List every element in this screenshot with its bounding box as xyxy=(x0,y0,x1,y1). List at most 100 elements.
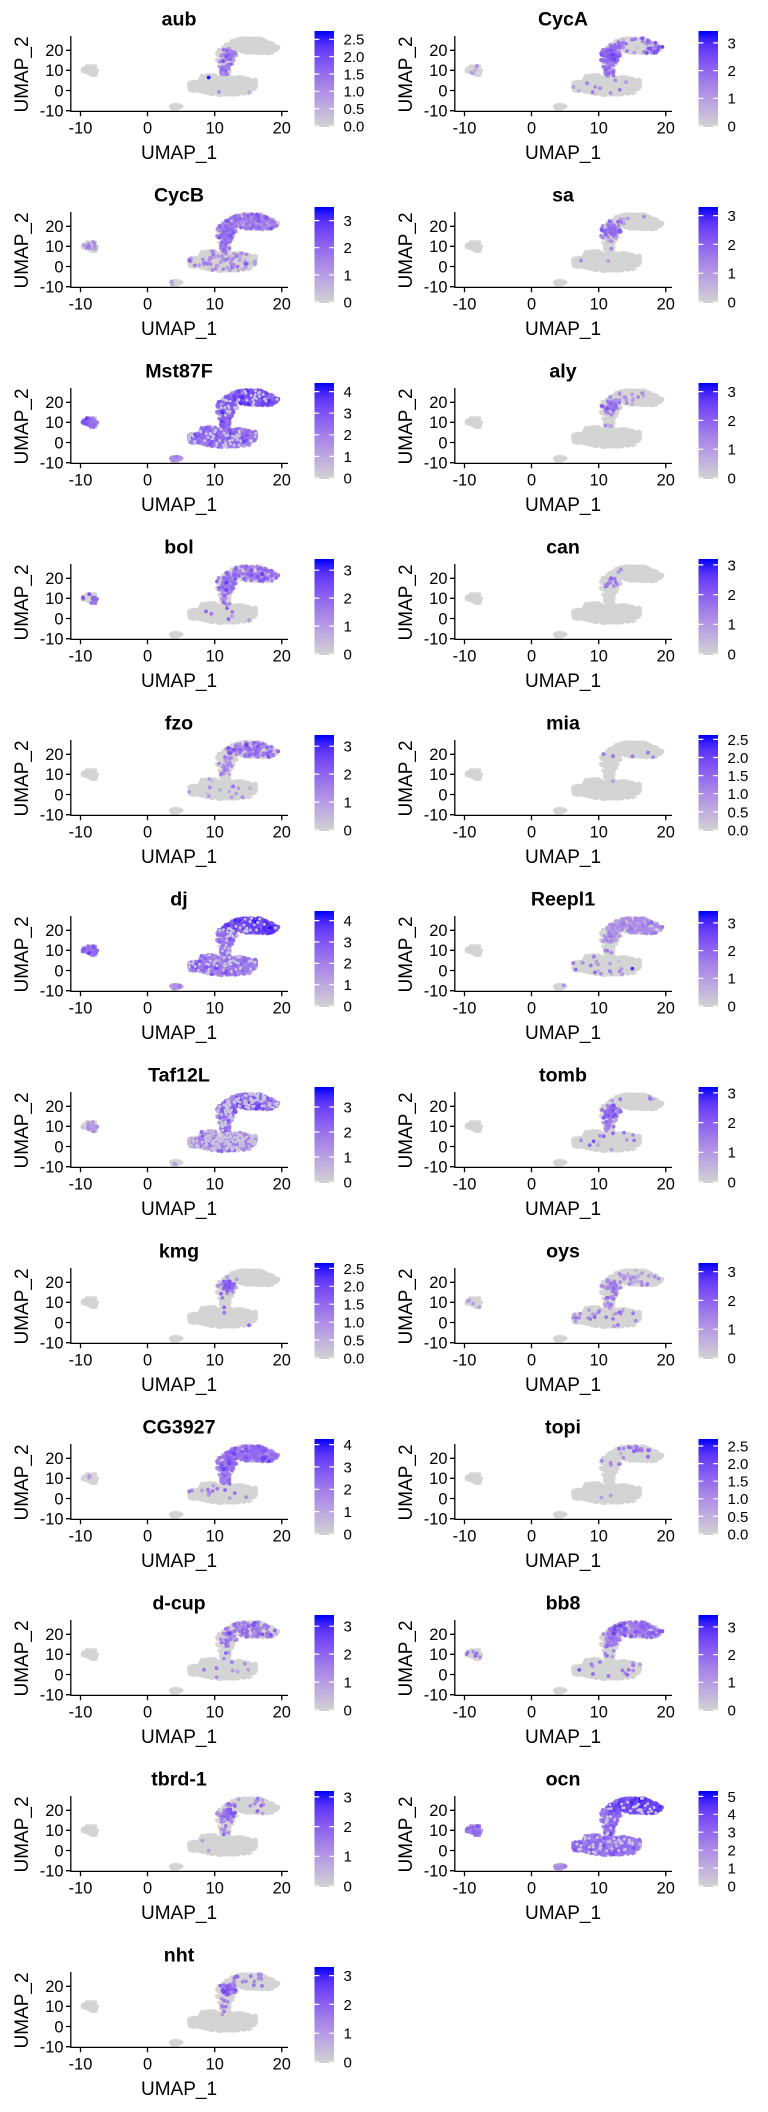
svg-text:10: 10 xyxy=(206,999,224,1017)
svg-text:0: 0 xyxy=(438,786,447,804)
svg-text:0: 0 xyxy=(728,1174,736,1191)
svg-text:10: 10 xyxy=(45,414,63,432)
svg-text:1: 1 xyxy=(728,91,736,108)
svg-text:2: 2 xyxy=(728,1115,736,1132)
svg-text:0: 0 xyxy=(54,1314,63,1332)
svg-text:-10: -10 xyxy=(424,1335,448,1353)
svg-text:10: 10 xyxy=(429,1294,447,1312)
svg-text:10: 10 xyxy=(206,295,224,313)
svg-text:20: 20 xyxy=(45,1978,63,1996)
svg-text:0: 0 xyxy=(344,470,352,487)
svg-text:-10: -10 xyxy=(453,1879,477,1897)
svg-text:0: 0 xyxy=(143,1879,152,1897)
svg-text:-10: -10 xyxy=(453,1527,477,1545)
svg-text:UMAP_1: UMAP_1 xyxy=(141,1551,217,1572)
svg-text:20: 20 xyxy=(45,1802,63,1820)
svg-text:10: 10 xyxy=(206,647,224,665)
svg-text:0: 0 xyxy=(438,258,447,276)
svg-text:-10: -10 xyxy=(69,999,93,1017)
svg-text:0: 0 xyxy=(344,1526,352,1543)
svg-text:UMAP_1: UMAP_1 xyxy=(141,143,217,164)
svg-text:-10: -10 xyxy=(40,455,64,473)
svg-text:0: 0 xyxy=(527,119,536,137)
svg-text:-10: -10 xyxy=(453,1175,477,1193)
svg-text:nht: nht xyxy=(164,1945,195,1967)
svg-text:0: 0 xyxy=(438,1138,447,1156)
svg-text:-10: -10 xyxy=(69,1175,93,1193)
svg-text:10: 10 xyxy=(45,1294,63,1312)
svg-text:0: 0 xyxy=(54,1666,63,1684)
svg-text:-10: -10 xyxy=(40,1511,64,1529)
svg-text:1: 1 xyxy=(728,266,736,283)
svg-text:-10: -10 xyxy=(69,823,93,841)
svg-text:0: 0 xyxy=(54,434,63,452)
svg-text:3: 3 xyxy=(728,1619,736,1636)
svg-text:0: 0 xyxy=(527,1879,536,1897)
svg-text:3: 3 xyxy=(728,384,736,401)
svg-text:4: 4 xyxy=(344,1437,352,1454)
svg-text:UMAP_2: UMAP_2 xyxy=(396,564,417,640)
svg-text:-10: -10 xyxy=(69,1703,93,1721)
svg-text:2: 2 xyxy=(344,956,352,973)
svg-text:2: 2 xyxy=(344,767,352,784)
svg-text:CG3927: CG3927 xyxy=(143,1417,216,1439)
svg-text:0: 0 xyxy=(143,823,152,841)
svg-text:4: 4 xyxy=(344,384,352,401)
svg-text:-10: -10 xyxy=(424,1159,448,1177)
svg-text:3: 3 xyxy=(728,35,736,52)
svg-text:2: 2 xyxy=(344,427,352,444)
svg-text:3: 3 xyxy=(728,1085,736,1102)
svg-text:-10: -10 xyxy=(69,1527,93,1545)
svg-text:1: 1 xyxy=(344,619,352,636)
svg-text:2.0: 2.0 xyxy=(344,1279,365,1296)
svg-text:3: 3 xyxy=(728,915,736,932)
svg-text:0.5: 0.5 xyxy=(344,101,365,118)
svg-text:-10: -10 xyxy=(424,279,448,297)
svg-text:20: 20 xyxy=(657,1527,675,1545)
svg-text:0.0: 0.0 xyxy=(728,1526,749,1543)
svg-text:0: 0 xyxy=(143,1175,152,1193)
svg-text:UMAP_2: UMAP_2 xyxy=(12,1092,33,1168)
svg-text:1.5: 1.5 xyxy=(344,1297,365,1314)
svg-text:2.5: 2.5 xyxy=(344,32,365,49)
svg-text:10: 10 xyxy=(590,823,608,841)
svg-text:20: 20 xyxy=(429,1802,447,1820)
svg-text:-10: -10 xyxy=(453,295,477,313)
svg-text:2: 2 xyxy=(728,63,736,80)
svg-text:UMAP_1: UMAP_1 xyxy=(141,1375,217,1396)
svg-text:-10: -10 xyxy=(424,1863,448,1881)
svg-text:UMAP_1: UMAP_1 xyxy=(525,1199,601,1220)
svg-text:10: 10 xyxy=(206,1527,224,1545)
svg-text:10: 10 xyxy=(429,1470,447,1488)
svg-text:0: 0 xyxy=(344,646,352,663)
svg-text:0: 0 xyxy=(438,962,447,980)
svg-text:0: 0 xyxy=(54,1138,63,1156)
svg-text:3: 3 xyxy=(728,1825,736,1842)
svg-text:20: 20 xyxy=(273,1351,291,1369)
svg-text:1: 1 xyxy=(344,1504,352,1521)
svg-text:UMAP_2: UMAP_2 xyxy=(396,388,417,464)
svg-text:10: 10 xyxy=(45,1822,63,1840)
svg-text:-10: -10 xyxy=(424,103,448,121)
svg-text:10: 10 xyxy=(429,62,447,80)
svg-text:0: 0 xyxy=(438,1666,447,1684)
svg-text:UMAP_2: UMAP_2 xyxy=(12,212,33,288)
svg-text:UMAP_1: UMAP_1 xyxy=(525,1551,601,1572)
svg-text:0: 0 xyxy=(344,294,352,311)
svg-text:UMAP_1: UMAP_1 xyxy=(525,143,601,164)
svg-text:20: 20 xyxy=(657,119,675,137)
svg-text:-10: -10 xyxy=(424,1687,448,1705)
svg-text:mia: mia xyxy=(546,713,581,735)
svg-text:UMAP_2: UMAP_2 xyxy=(12,1796,33,1872)
svg-text:20: 20 xyxy=(657,471,675,489)
svg-text:20: 20 xyxy=(45,1450,63,1468)
svg-text:0.0: 0.0 xyxy=(344,1350,365,1367)
svg-text:20: 20 xyxy=(273,999,291,1017)
svg-text:2: 2 xyxy=(344,1482,352,1499)
svg-text:UMAP_2: UMAP_2 xyxy=(396,1620,417,1696)
svg-text:UMAP_2: UMAP_2 xyxy=(396,36,417,112)
svg-text:1: 1 xyxy=(728,971,736,988)
svg-text:10: 10 xyxy=(590,999,608,1017)
svg-text:10: 10 xyxy=(429,1646,447,1664)
svg-text:4: 4 xyxy=(728,1807,736,1824)
